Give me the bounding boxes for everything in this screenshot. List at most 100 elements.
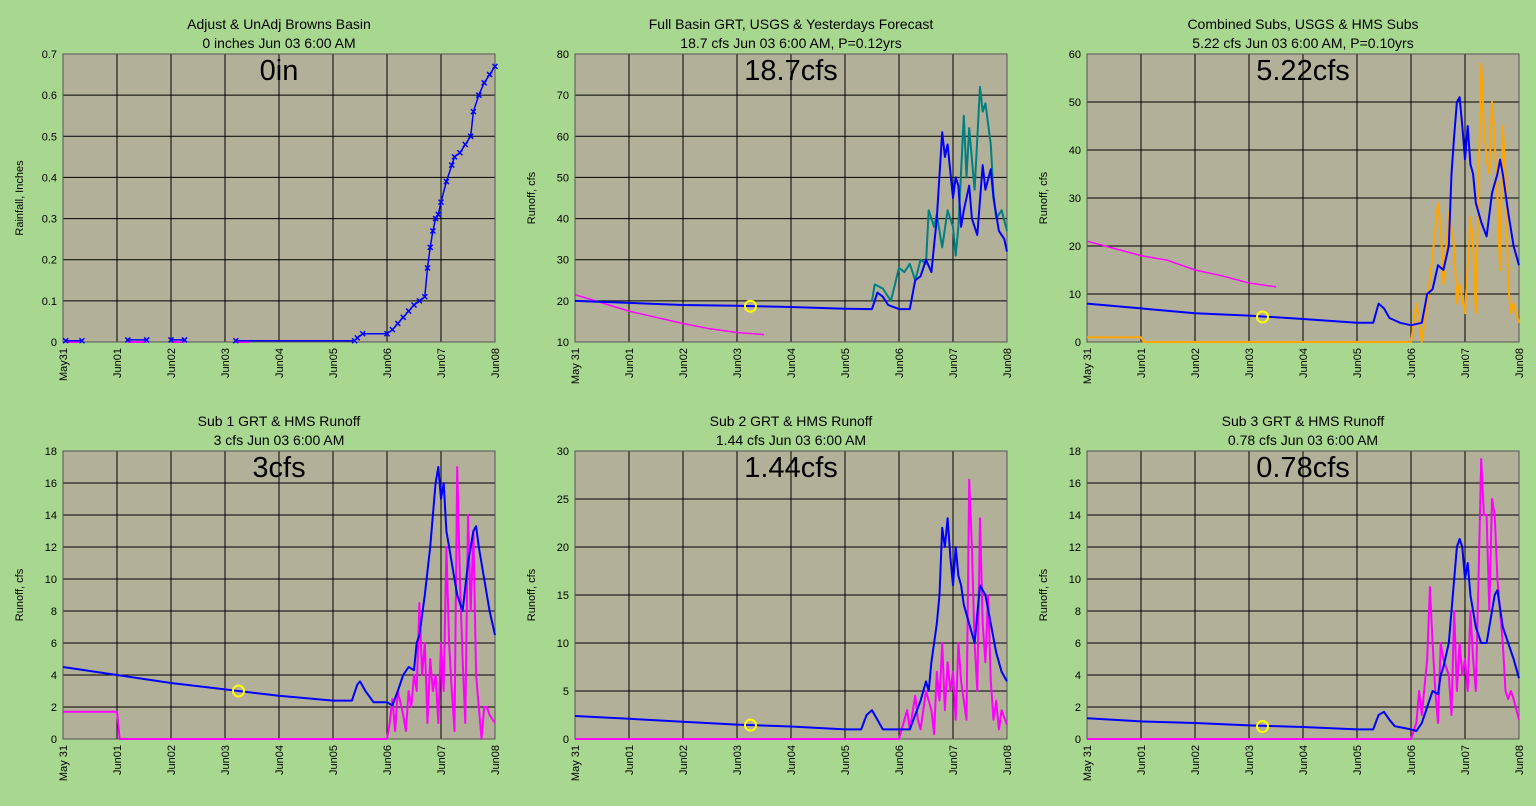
chart-panel-3: 0 10 20 30 40 50 60 May 31 Jun01 Jun02 Jun03 Jun04 J… bbox=[1038, 16, 1526, 384]
x-tick-label: Jun05 bbox=[1352, 348, 1364, 378]
y-tick-label: 14 bbox=[45, 510, 57, 522]
current-value-label: 1.44cfs bbox=[744, 452, 838, 484]
series-line-2 bbox=[574, 517, 1008, 731]
chart-subtitle: 5.22 cfs Jun 03 6:00 AM, P=0.10yrs bbox=[1192, 35, 1413, 51]
series-marker bbox=[437, 199, 445, 206]
series-marker bbox=[124, 336, 131, 343]
plot-border bbox=[574, 53, 1008, 343]
y-tick-label: 0.3 bbox=[42, 214, 57, 226]
x-tick-label: Jun03 bbox=[1244, 745, 1256, 775]
chart-title: Adjust & UnAdj Browns Basin bbox=[187, 16, 371, 32]
series-marker bbox=[491, 63, 499, 70]
x-tick-label: Jun04 bbox=[274, 745, 286, 775]
x-tick-label: May31 bbox=[58, 348, 70, 381]
y-axis-label: Runoff, cfs bbox=[526, 171, 538, 224]
x-tick-label: Jun06 bbox=[894, 745, 906, 775]
y-tick-label: 2 bbox=[51, 702, 57, 714]
plot-border bbox=[62, 53, 496, 343]
series-marker bbox=[143, 336, 150, 343]
series-marker bbox=[383, 330, 391, 337]
series-marker bbox=[359, 330, 366, 337]
y-tick-label: 80 bbox=[557, 49, 569, 61]
x-tick-label: Jun05 bbox=[328, 348, 340, 378]
x-tick-label: May 31 bbox=[1082, 348, 1094, 384]
current-value-label: 0.78cfs bbox=[1256, 452, 1350, 484]
series-marker bbox=[451, 153, 458, 160]
series-marker bbox=[400, 314, 407, 321]
chart-title: Combined Subs, USGS & HMS Subs bbox=[1187, 16, 1418, 32]
series-marker bbox=[432, 215, 439, 222]
series-line-2 bbox=[871, 85, 1008, 302]
x-tick-label: Jun08 bbox=[1514, 745, 1526, 775]
series-marker bbox=[354, 334, 361, 341]
series-line-1 bbox=[574, 293, 765, 336]
x-tick-label: Jun02 bbox=[166, 348, 178, 378]
chart-panel-4: 0 2 4 6 8 10 12 14 16 18 May 31 Jun01 Jun02 Jun03 Jun0… bbox=[14, 413, 502, 781]
y-tick-label: 0.5 bbox=[42, 131, 57, 143]
y-tick-label: 30 bbox=[557, 446, 569, 458]
series-line-1 bbox=[63, 466, 496, 740]
x-tick-label: Jun07 bbox=[436, 745, 448, 775]
y-tick-label: 20 bbox=[557, 296, 569, 308]
series-marker bbox=[456, 149, 463, 156]
series-marker bbox=[167, 336, 175, 343]
y-tick-label: 10 bbox=[557, 638, 569, 650]
chart-title: Sub 2 GRT & HMS Runoff bbox=[710, 413, 873, 429]
x-tick-label: Jun02 bbox=[166, 745, 178, 775]
y-tick-label: 40 bbox=[557, 214, 569, 226]
y-tick-label: 50 bbox=[1069, 97, 1081, 109]
chart-subtitle: 3 cfs Jun 03 6:00 AM bbox=[214, 432, 345, 448]
x-tick-label: Jun06 bbox=[1406, 348, 1418, 378]
y-tick-label: 0.4 bbox=[42, 172, 57, 184]
y-tick-label: 5 bbox=[563, 686, 569, 698]
series-marker bbox=[467, 133, 474, 140]
x-tick-label: May 31 bbox=[1082, 745, 1094, 781]
series-line-3 bbox=[574, 131, 1008, 311]
x-tick-label: Jun03 bbox=[732, 348, 744, 378]
x-tick-label: Jun07 bbox=[948, 745, 960, 775]
y-tick-label: 60 bbox=[557, 131, 569, 143]
y-axis-label: Runoff, cfs bbox=[1038, 171, 1050, 224]
current-value-label: 0in bbox=[260, 55, 299, 87]
x-tick-label: May 31 bbox=[58, 745, 70, 781]
x-tick-label: Jun08 bbox=[1002, 745, 1014, 775]
x-tick-label: Jun08 bbox=[1002, 348, 1014, 378]
x-tick-label: Jun03 bbox=[220, 745, 232, 775]
x-tick-label: Jun02 bbox=[678, 745, 690, 775]
series-marker bbox=[435, 211, 442, 218]
y-tick-label: 12 bbox=[45, 542, 57, 554]
x-tick-label: Jun06 bbox=[382, 348, 394, 378]
series-marker bbox=[389, 326, 396, 333]
x-tick-label: Jun03 bbox=[220, 348, 232, 378]
x-tick-label: May 31 bbox=[570, 745, 582, 781]
chart-title: Full Basin GRT, USGS & Yesterdays Foreca… bbox=[649, 16, 934, 32]
y-tick-label: 14 bbox=[1069, 510, 1081, 522]
chart-title: Sub 1 GRT & HMS Runoff bbox=[198, 413, 361, 429]
chart-panel-6: 0 2 4 6 8 10 12 14 16 18 May 31 Jun01 Jun02 Jun03 Jun0… bbox=[1038, 413, 1526, 781]
y-tick-label: 20 bbox=[1069, 241, 1081, 253]
y-tick-label: 0 bbox=[51, 734, 57, 746]
y-tick-label: 0 bbox=[51, 337, 57, 349]
y-tick-label: 6 bbox=[51, 638, 57, 650]
x-tick-label: Jun08 bbox=[490, 348, 502, 378]
y-tick-label: 10 bbox=[1069, 289, 1081, 301]
current-value-label: 5.22cfs bbox=[1256, 55, 1350, 87]
series-marker bbox=[62, 337, 69, 344]
series-marker bbox=[462, 141, 469, 148]
y-tick-label: 2 bbox=[1075, 702, 1081, 714]
series-marker bbox=[394, 320, 401, 327]
y-tick-label: 70 bbox=[557, 90, 569, 102]
chart-subtitle: 1.44 cfs Jun 03 6:00 AM bbox=[716, 432, 866, 448]
current-value-marker bbox=[232, 684, 245, 698]
series-marker bbox=[475, 92, 482, 99]
x-tick-label: Jun03 bbox=[732, 745, 744, 775]
x-tick-label: Jun01 bbox=[1136, 745, 1148, 775]
x-tick-label: Jun04 bbox=[786, 348, 798, 378]
series-line-2 bbox=[1086, 538, 1520, 732]
y-tick-label: 8 bbox=[51, 606, 57, 618]
series-marker bbox=[232, 337, 239, 344]
x-tick-label: Jun05 bbox=[328, 745, 340, 775]
chart-panel-2: 10 20 30 40 50 60 70 80 May 31 Jun01 Jun02 Jun03 Jun… bbox=[526, 16, 1014, 384]
x-tick-label: Jun01 bbox=[1136, 348, 1148, 378]
x-tick-label: Jun06 bbox=[1406, 745, 1418, 775]
